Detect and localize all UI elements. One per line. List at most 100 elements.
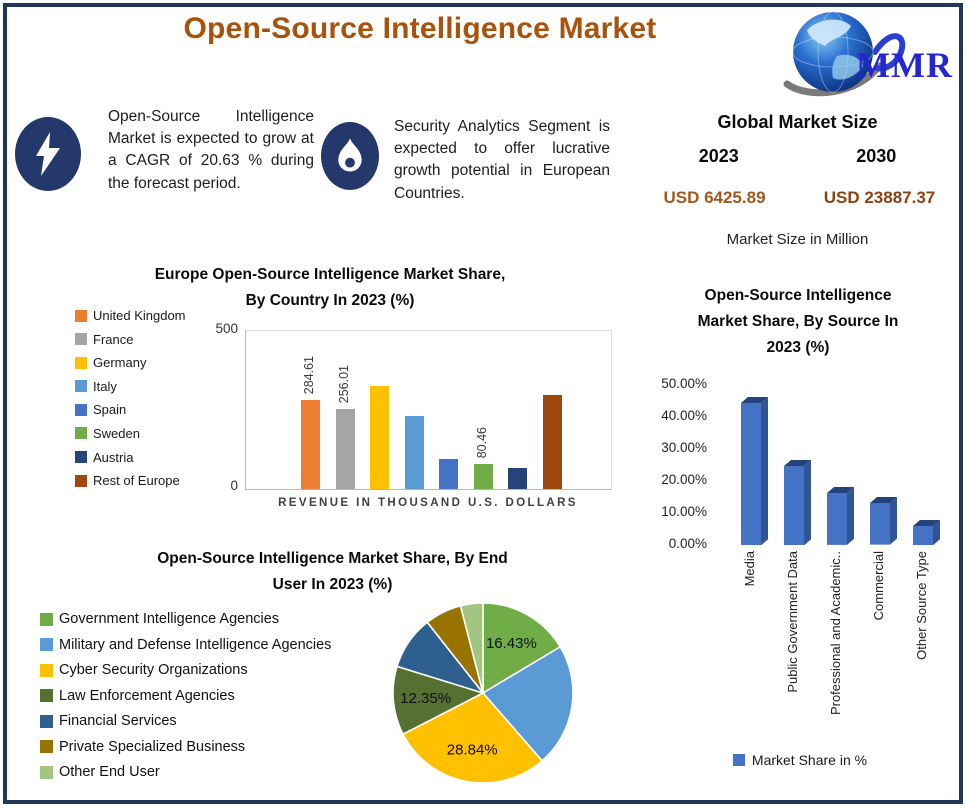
enduser-chart-legend: Government Intelligence Agencies Military… [40,611,331,790]
pie-slice-other-end-user [459,602,484,694]
legend-swatch [40,740,53,753]
source-ytick: 30.00% [661,440,707,455]
bar-value-label: 80.46 [474,426,489,458]
bar-value-label: 284.61 [302,355,316,395]
legend-item-austria: Austria [75,450,186,465]
bar-united-kingdom [301,400,320,489]
legend-label: Government Intelligence Agencies [59,611,280,627]
bar-professional-and-academic- [827,487,854,545]
legend-label: Private Specialized Business [59,738,246,755]
market-size-heading: Global Market Size [717,112,878,132]
legend-item-spain: Spain [75,402,186,417]
source-ytick: 50.00% [661,376,707,391]
page-title: Open-Source Intelligence Market [183,12,657,45]
year-2023: 2023 [698,146,739,166]
bar-other-source-type [913,519,940,545]
legend-label: Military and Defense Intelligence Agenci… [59,636,332,653]
bar-commercial [870,497,897,545]
market-size-values: USD 6425.89 USD 23887.37 [632,188,962,208]
year-2030: 2030 [856,146,897,166]
flame-icon [321,122,379,190]
legend-label: Germany [93,355,147,371]
legend-swatch [40,714,53,728]
legend-label: Rest of Europe [93,473,180,489]
bar-rest-of-europe [542,395,562,489]
europe-ytick-min: 0 [230,478,238,493]
source-chart-plot [712,378,962,545]
legend-swatch [40,663,53,677]
legend-item-other-end-user: Other End User [40,764,331,780]
legend-label: United Kingdom [93,308,186,323]
source-chart-title: Open-Source Intelligence Market Share, B… [697,287,899,356]
legend-swatch [75,380,87,393]
bar-germany [370,386,389,489]
market-size-years: 2023 2030 [640,146,955,167]
logo-wordmark: MMR [856,45,953,85]
europe-ytick-max: 500 [215,321,238,336]
source-chart-legend: Market Share in % [640,752,960,768]
source-xlabel: Commercial [871,551,886,621]
source-ytick: 0.00% [668,536,707,551]
legend-label: Italy [93,378,117,394]
globe-icon [783,11,906,97]
enduser-pie-chart: 16.43% 28.84% 12.35% [392,602,574,784]
legend-swatch [75,356,87,369]
legend-swatch [75,309,87,322]
legend-swatch [75,451,87,464]
pie-slice-cyber-security-organizations [401,692,544,784]
legend-item-germany: Germany [75,355,186,370]
legend-swatch [40,612,53,626]
legend-label: Financial Services [59,713,177,729]
market-size-note: Market Size in Million [726,231,869,248]
source-xlabel: Professional and Academic.. [828,551,843,716]
legend-item-rest-of-europe: Rest of Europe [75,473,186,488]
legend-swatch [75,474,87,487]
bar-spain [439,459,458,489]
bar-sweden [473,463,493,489]
lightning-icon [15,117,81,191]
pie-slice-label: 16.43% [486,635,537,652]
legend-item-private-specialized-business: Private Specialized Business [40,739,331,755]
legend-swatch [40,765,53,779]
legend-item-financial-services: Financial Services [40,713,331,729]
legend-swatch [75,427,87,440]
bar-italy [404,415,424,489]
bar-austria [508,468,527,489]
legend-item-law-enforcement-agencies: Law Enforcement Agencies [40,688,331,704]
pie-slice-law-enforcement-agencies [392,665,486,736]
europe-chart-legend: United Kingdom France Germany Italy Spain Swe… [75,308,186,497]
bar-media [741,396,768,545]
callout-segment-text: Security Analytics Segment is expected t… [394,117,610,202]
source-xlabel: Media [742,551,757,587]
pie-slice-label: 12.35% [400,690,451,707]
value-2023: USD 6425.89 [663,188,766,207]
bar-public-government-data [784,459,811,545]
legend-swatch [75,333,87,346]
pie-slice-government-intelligence-agencies [482,602,562,695]
value-2030: USD 23887.37 [823,188,936,207]
legend-item-sweden: Sweden [75,426,186,441]
europe-xaxis-title: REVENUE IN THOUSAND U.S. DOLLARS [278,497,578,509]
mmr-logo: MMR [779,8,959,100]
source-xlabel: Public Government Data [785,551,800,693]
bar-value-label: 256.01 [336,364,351,404]
bar-france [335,409,355,489]
legend-swatch [732,754,745,766]
legend-swatch [75,403,87,416]
legend-item-government-intelligence-agencies: Government Intelligence Agencies [40,611,331,627]
legend-label: Law Enforcement Agencies [59,687,235,704]
legend-label: Cyber Security Organizations [59,662,248,678]
legend-item-france: France [75,332,186,347]
source-ytick: 10.00% [661,504,707,519]
legend-label: Austria [93,449,134,465]
legend-label: Sweden [93,425,140,441]
legend-label: Spain [93,402,127,418]
europe-chart-title: Europe Open-Source Intelligence Market S… [154,266,506,309]
legend-swatch [40,689,53,702]
pie-slice-label: 28.84% [447,742,498,759]
callout-cagr-text: Open-Source Intelligence Market is expec… [108,107,314,192]
europe-chart-plot: 284.61 256.01 80.46 [245,330,612,490]
source-xlabel: Other Source Type [914,551,929,660]
legend-item-military-and-defense-intelligence-agencies: Military and Defense Intelligence Agenci… [40,637,331,653]
